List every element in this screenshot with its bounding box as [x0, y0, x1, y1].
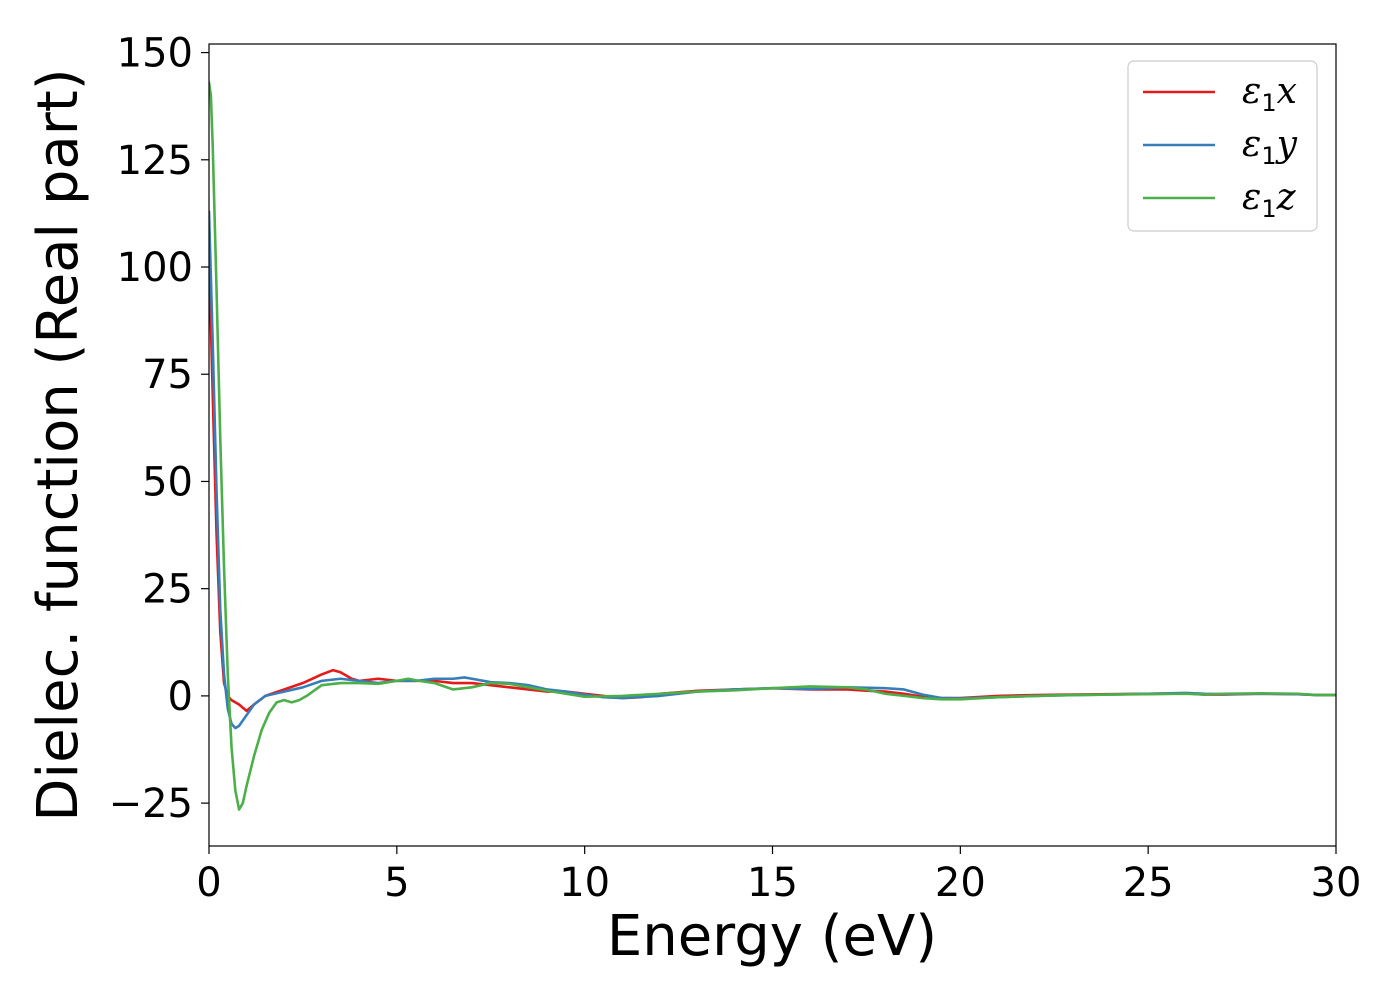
y-tick-label: 150 [117, 31, 193, 77]
legend-label-base: ε [1242, 177, 1261, 218]
legend-label-tail: z [1276, 177, 1297, 218]
y-tick-label: −25 [109, 781, 193, 827]
x-axis: 0 5 10 15 20 25 30 [196, 846, 1361, 906]
legend-label-tail: x [1277, 71, 1297, 112]
x-tick-label: 5 [384, 860, 409, 906]
x-tick-label: 15 [747, 860, 798, 906]
series-line-z [209, 81, 1336, 811]
y-tick-label: 25 [142, 567, 193, 613]
legend-label-subscript: 1 [1261, 89, 1276, 117]
legend-label-z: ε1z [1242, 177, 1297, 223]
y-tick-label: 75 [142, 352, 193, 398]
legend-label-base: ε [1242, 124, 1261, 165]
legend-label-subscript: 1 [1261, 195, 1276, 223]
x-tick-label: 30 [1311, 860, 1362, 906]
y-tick-label: 125 [117, 138, 193, 184]
legend-label-x: ε1x [1242, 71, 1297, 117]
legend-frame [1127, 60, 1318, 232]
x-tick-label: 20 [935, 860, 986, 906]
legend-label-tail: y [1275, 124, 1298, 165]
series-layer [209, 81, 1336, 811]
y-axis: −25 0 25 50 75 100 125 150 [109, 31, 209, 827]
y-tick-label: 50 [142, 459, 193, 505]
x-tick-label: 10 [559, 860, 610, 906]
y-tick-label: 0 [168, 674, 193, 720]
y-tick-label: 100 [117, 245, 193, 291]
x-axis-title: Energy (eV) [607, 904, 937, 969]
legend-label-subscript: 1 [1261, 142, 1276, 170]
x-tick-label: 25 [1123, 860, 1174, 906]
y-axis-title: Dielec. function (Real part) [26, 68, 91, 821]
legend-label-base: ε [1242, 71, 1261, 112]
x-tick-label: 0 [196, 860, 221, 906]
legend-label-y: ε1y [1242, 124, 1298, 170]
